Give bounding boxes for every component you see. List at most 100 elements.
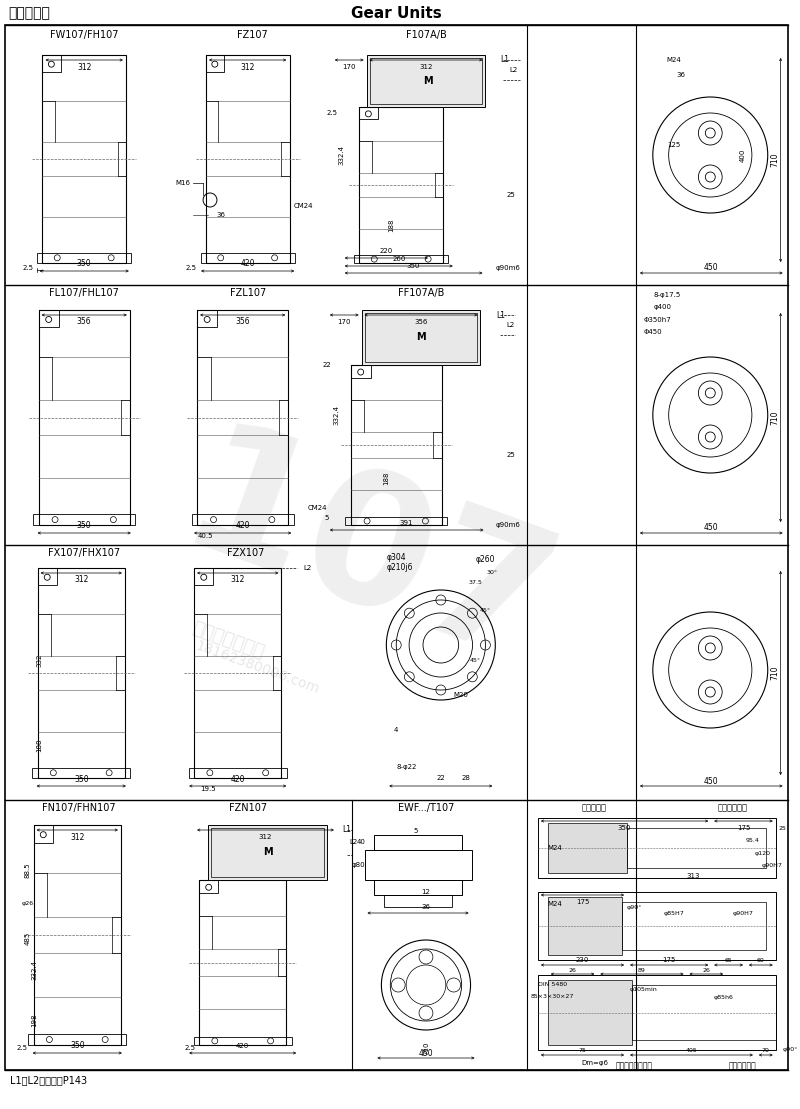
Text: 26: 26 xyxy=(569,967,577,973)
Text: 75: 75 xyxy=(578,1048,586,1054)
Text: 26: 26 xyxy=(702,967,710,973)
Text: 18162380006.com: 18162380006.com xyxy=(194,639,322,696)
Bar xyxy=(548,980,632,1045)
Text: CM24: CM24 xyxy=(307,505,326,511)
Text: M24: M24 xyxy=(547,845,562,851)
Text: L1: L1 xyxy=(501,55,510,64)
Text: 28: 28 xyxy=(461,775,470,781)
Text: 45°: 45° xyxy=(480,608,491,612)
Text: φ90m6: φ90m6 xyxy=(495,522,520,528)
Bar xyxy=(38,568,57,584)
Text: 25: 25 xyxy=(506,452,515,458)
Text: 198: 198 xyxy=(32,1014,38,1027)
Text: EWF.../T107: EWF.../T107 xyxy=(398,803,454,813)
Bar xyxy=(208,825,327,881)
Text: 22: 22 xyxy=(322,362,331,368)
Text: DIN 5480: DIN 5480 xyxy=(538,983,567,987)
Text: FZL107: FZL107 xyxy=(230,288,266,298)
Text: 350: 350 xyxy=(77,521,91,530)
Bar xyxy=(34,825,53,843)
Text: 2.5: 2.5 xyxy=(22,265,34,271)
Text: 420: 420 xyxy=(236,1042,250,1049)
Text: 356: 356 xyxy=(235,317,250,326)
Text: 332.4: 332.4 xyxy=(32,960,38,980)
Bar xyxy=(365,849,471,881)
Text: φ304: φ304 xyxy=(386,553,406,562)
Text: 350: 350 xyxy=(618,825,631,831)
Bar xyxy=(206,55,224,72)
Text: M24: M24 xyxy=(666,57,681,63)
Text: φ210j6: φ210j6 xyxy=(386,563,413,572)
Bar xyxy=(42,55,61,72)
Text: FX107/FHX107: FX107/FHX107 xyxy=(48,548,120,558)
Bar xyxy=(38,311,130,525)
Text: 170: 170 xyxy=(338,319,351,325)
Text: L1、L2尺寸参见P143: L1、L2尺寸参见P143 xyxy=(10,1075,87,1085)
Text: 88.5: 88.5 xyxy=(25,862,30,878)
Text: L2: L2 xyxy=(509,67,518,73)
Text: FN107/FHN107: FN107/FHN107 xyxy=(42,803,116,813)
Text: φ26: φ26 xyxy=(22,901,34,906)
Text: 65: 65 xyxy=(725,957,733,963)
Text: 8-φ17.5: 8-φ17.5 xyxy=(654,292,681,298)
Bar xyxy=(538,892,776,960)
Bar xyxy=(201,253,295,263)
Text: FF107A/B: FF107A/B xyxy=(398,288,444,298)
Text: 36: 36 xyxy=(216,212,225,218)
Text: 350: 350 xyxy=(70,1041,85,1050)
Text: φ85H7: φ85H7 xyxy=(663,912,684,916)
Bar xyxy=(33,515,135,525)
Bar xyxy=(622,902,766,950)
Text: 85×3×30×27: 85×3×30×27 xyxy=(531,995,574,999)
Text: FZ107: FZ107 xyxy=(238,30,268,40)
Text: φ85h6: φ85h6 xyxy=(714,995,733,999)
Bar xyxy=(194,1037,291,1045)
Text: Gear Units: Gear Units xyxy=(351,6,442,20)
Text: 2.5: 2.5 xyxy=(326,110,338,116)
Text: 188: 188 xyxy=(388,218,394,232)
Text: 4: 4 xyxy=(394,728,398,733)
Text: φ90°: φ90° xyxy=(782,1048,798,1052)
Text: 8-φ22: 8-φ22 xyxy=(396,764,417,770)
Bar xyxy=(197,311,288,525)
Bar xyxy=(538,818,776,878)
Text: 胀紧盘空心轴: 胀紧盘空心轴 xyxy=(718,804,748,813)
Text: 37.5: 37.5 xyxy=(469,580,482,586)
Text: FL107/FHL107: FL107/FHL107 xyxy=(50,288,119,298)
Bar xyxy=(365,313,478,362)
Text: Φ350h7: Φ350h7 xyxy=(644,317,672,323)
Text: CM24: CM24 xyxy=(294,203,313,208)
Text: 312: 312 xyxy=(419,64,433,70)
Text: M: M xyxy=(416,332,426,342)
Bar xyxy=(37,253,131,263)
Bar xyxy=(34,825,121,1045)
Bar xyxy=(211,828,324,877)
Text: 188: 188 xyxy=(37,739,42,752)
Text: φ90°: φ90° xyxy=(626,905,642,909)
Bar xyxy=(346,517,447,525)
Bar xyxy=(29,1034,126,1045)
Text: FZN107: FZN107 xyxy=(229,803,266,813)
Bar xyxy=(362,311,481,365)
Text: 312: 312 xyxy=(70,833,85,842)
Text: L1: L1 xyxy=(496,311,505,319)
Text: 2.5: 2.5 xyxy=(186,265,197,271)
Text: φ80: φ80 xyxy=(352,862,366,868)
Bar xyxy=(350,365,442,525)
Text: 356: 356 xyxy=(414,319,428,325)
Text: 356: 356 xyxy=(77,317,91,326)
Text: Dm=φ6: Dm=φ6 xyxy=(581,1060,608,1066)
Text: 420: 420 xyxy=(230,774,245,783)
Text: 391: 391 xyxy=(400,520,414,526)
Text: M: M xyxy=(262,847,272,857)
Text: 405: 405 xyxy=(686,1048,698,1054)
Bar xyxy=(206,55,290,263)
Bar xyxy=(374,835,462,849)
Text: 450: 450 xyxy=(704,776,718,785)
Bar xyxy=(42,55,126,263)
Text: 332.4: 332.4 xyxy=(338,145,345,165)
Text: 350: 350 xyxy=(407,263,420,269)
Text: 220: 220 xyxy=(380,248,393,254)
Text: 25: 25 xyxy=(778,825,786,831)
Text: L2: L2 xyxy=(350,840,358,845)
